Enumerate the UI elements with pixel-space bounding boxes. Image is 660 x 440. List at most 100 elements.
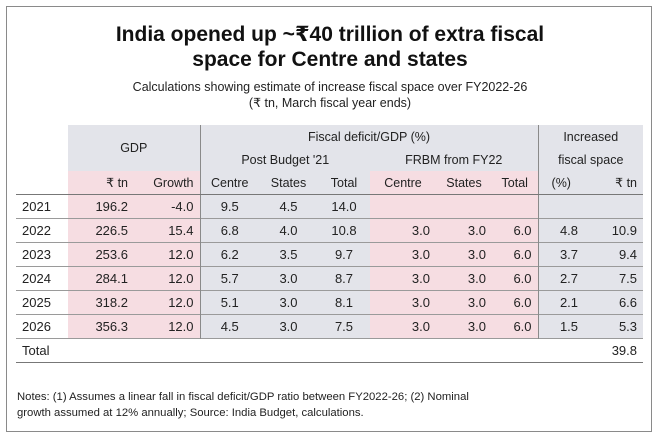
total-row: Total 39.8 bbox=[16, 338, 644, 363]
year-cell: 2025 bbox=[16, 290, 68, 315]
col-fr-total: Total bbox=[492, 171, 539, 195]
fr-total-cell: 6.0 bbox=[492, 266, 539, 291]
increased-header-line1: Increased bbox=[537, 125, 644, 148]
inc-pct-cell bbox=[537, 194, 585, 219]
table-row: 2021 196.2 -4.0 9.5 4.5 14.0 bbox=[16, 194, 644, 219]
growth-cell: 12.0 bbox=[134, 314, 200, 339]
pb-total-cell: 8.1 bbox=[318, 290, 370, 315]
pb-centre-cell: 5.1 bbox=[199, 290, 259, 315]
fr-states-cell: 3.0 bbox=[436, 266, 492, 291]
total-label: Total bbox=[16, 338, 68, 363]
table-row: 2026 356.3 12.0 4.5 3.0 7.5 3.0 3.0 6.0 … bbox=[16, 314, 644, 339]
pb-total-cell: 7.5 bbox=[318, 314, 370, 339]
pb-centre-cell: 5.7 bbox=[199, 266, 259, 291]
year-cell: 2021 bbox=[22, 199, 51, 214]
subtitle-line-1: Calculations showing estimate of increas… bbox=[132, 80, 528, 94]
table-row: 2024 284.1 12.0 5.7 3.0 8.7 3.0 3.0 6.0 … bbox=[16, 266, 644, 291]
chart-subtitle: Calculations showing estimate of increas… bbox=[0, 79, 660, 111]
fr-centre-cell: 3.0 bbox=[370, 314, 436, 339]
inc-pct-cell: 3.7 bbox=[537, 242, 585, 267]
col-pb-states: States bbox=[259, 171, 318, 195]
year-cell: 2022 bbox=[16, 218, 68, 243]
table-row: 2025 318.2 12.0 5.1 3.0 8.1 3.0 3.0 6.0 … bbox=[16, 290, 644, 315]
gdp-tn-cell: 253.6 bbox=[68, 242, 134, 267]
title-line-1: India opened up ~₹40 trillion of extra f… bbox=[115, 23, 545, 46]
pb-states-cell: 3.0 bbox=[259, 266, 318, 291]
year-cell: 2026 bbox=[16, 314, 68, 339]
fiscal-deficit-header: Fiscal deficit/GDP (%) bbox=[199, 125, 539, 148]
inc-pct-cell: 2.7 bbox=[537, 266, 585, 291]
col-inc-pct: (%) bbox=[537, 171, 585, 195]
fr-centre-cell: 3.0 bbox=[370, 290, 436, 315]
col-fr-centre: Centre bbox=[370, 171, 436, 195]
inc-tn-cell: 5.3 bbox=[584, 314, 644, 339]
inc-tn-cell: 7.5 bbox=[584, 266, 644, 291]
pb-total-cell: 14.0 bbox=[318, 194, 370, 219]
gdp-header: GDP bbox=[68, 125, 200, 171]
inc-tn-cell: 9.4 bbox=[584, 242, 644, 267]
fr-states-cell: 3.0 bbox=[436, 242, 492, 267]
inc-tn-cell: 10.9 bbox=[584, 218, 644, 243]
growth-cell: 12.0 bbox=[134, 266, 200, 291]
growth-cell: 15.4 bbox=[134, 218, 200, 243]
table-row: 2022 226.5 15.4 6.8 4.0 10.8 3.0 3.0 6.0… bbox=[16, 218, 644, 243]
pb-states-cell: 3.5 bbox=[259, 242, 318, 267]
header-row-3: ₹ tn Growth Centre States Total Centre S… bbox=[16, 171, 644, 195]
gdp-tn-cell: 318.2 bbox=[68, 290, 134, 315]
pb-total-cell: 10.8 bbox=[318, 218, 370, 243]
total-value: 39.8 bbox=[584, 338, 644, 363]
fr-total-cell: 6.0 bbox=[492, 242, 539, 267]
pb-states-cell: 4.5 bbox=[259, 194, 318, 219]
fr-total-cell: 6.0 bbox=[492, 314, 539, 339]
pb-states-cell: 4.0 bbox=[259, 218, 318, 243]
col-pb-total: Total bbox=[318, 171, 370, 195]
inc-pct-cell: 1.5 bbox=[537, 314, 585, 339]
header-row-2: Post Budget '21 FRBM from FY22 fiscal sp… bbox=[16, 148, 644, 171]
pb-centre-cell: 4.5 bbox=[199, 314, 259, 339]
fiscal-space-table: GDP Fiscal deficit/GDP (%) Increased Pos… bbox=[16, 125, 644, 363]
frbm-header: FRBM from FY22 bbox=[370, 148, 539, 171]
fr-centre-cell bbox=[370, 194, 436, 219]
title-line-2: space for Centre and states bbox=[192, 48, 468, 71]
inc-tn-cell bbox=[584, 194, 644, 219]
notes-line-1: Notes: (1) Assumes a linear fall in fisc… bbox=[17, 391, 469, 403]
post-budget-header: Post Budget '21 bbox=[199, 148, 370, 171]
header-row-1: GDP Fiscal deficit/GDP (%) Increased bbox=[16, 125, 644, 171]
col-pb-centre: Centre bbox=[199, 171, 259, 195]
year-cell: 2023 bbox=[16, 242, 68, 267]
fr-states-cell: 3.0 bbox=[436, 314, 492, 339]
gdp-tn-cell: 196.2 bbox=[68, 194, 134, 219]
col-inc-tn: ₹ tn bbox=[584, 171, 644, 195]
chart-title: India opened up ~₹40 trillion of extra f… bbox=[0, 22, 660, 72]
pb-states-cell: 3.0 bbox=[259, 314, 318, 339]
growth-cell: 12.0 bbox=[134, 290, 200, 315]
pb-centre-cell: 6.8 bbox=[199, 218, 259, 243]
fr-total-cell bbox=[492, 194, 539, 219]
pb-total-cell: 8.7 bbox=[318, 266, 370, 291]
fr-centre-cell: 3.0 bbox=[370, 266, 436, 291]
notes: Notes: (1) Assumes a linear fall in fisc… bbox=[17, 389, 642, 421]
fr-states-cell: 3.0 bbox=[436, 218, 492, 243]
subtitle-line-2: (₹ tn, March fiscal year ends) bbox=[248, 96, 412, 110]
pb-states-cell: 3.0 bbox=[259, 290, 318, 315]
col-growth: Growth bbox=[134, 171, 200, 195]
gdp-tn-cell: 226.5 bbox=[68, 218, 134, 243]
inc-pct-cell: 4.8 bbox=[537, 218, 585, 243]
pb-centre-cell: 9.5 bbox=[199, 194, 259, 219]
growth-cell: -4.0 bbox=[134, 194, 200, 219]
fr-centre-cell: 3.0 bbox=[370, 242, 436, 267]
table-row: 2023 253.6 12.0 6.2 3.5 9.7 3.0 3.0 6.0 … bbox=[16, 242, 644, 267]
inc-tn-cell: 6.6 bbox=[584, 290, 644, 315]
pb-total-cell: 9.7 bbox=[318, 242, 370, 267]
gdp-tn-cell: 284.1 bbox=[68, 266, 134, 291]
increased-header-line2: fiscal space bbox=[537, 148, 644, 171]
year-cell: 2024 bbox=[16, 266, 68, 291]
fr-states-cell bbox=[436, 194, 492, 219]
pb-centre-cell: 6.2 bbox=[199, 242, 259, 267]
notes-line-2: growth assumed at 12% annually; Source: … bbox=[17, 407, 364, 419]
col-gdp-tn: ₹ tn bbox=[68, 171, 134, 195]
fr-total-cell: 6.0 bbox=[492, 218, 539, 243]
growth-cell: 12.0 bbox=[134, 242, 200, 267]
fr-total-cell: 6.0 bbox=[492, 290, 539, 315]
fr-centre-cell: 3.0 bbox=[370, 218, 436, 243]
